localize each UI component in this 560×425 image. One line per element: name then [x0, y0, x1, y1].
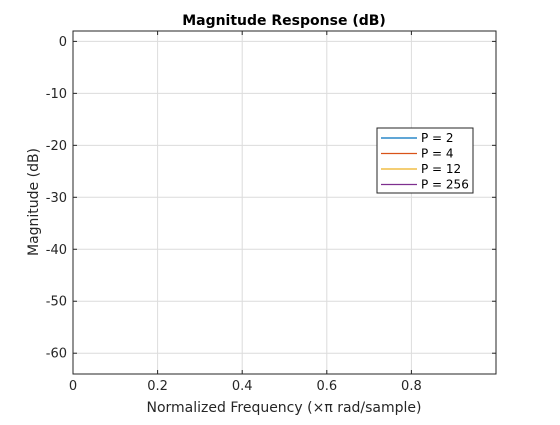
y-tick-label: -60 [46, 347, 67, 362]
y-tick-label: -30 [46, 191, 67, 206]
y-tick-label: -40 [46, 243, 67, 258]
legend-entry-label: P = 2 [421, 131, 454, 145]
x-tick-label: 0.2 [147, 379, 168, 394]
x-tick-label: 0.6 [316, 379, 337, 394]
legend-entry-label: P = 256 [421, 178, 469, 192]
legend[interactable]: P = 2 P = 4P = 12 P = 256 [376, 127, 474, 194]
legend-entry-label: P = 4 [421, 147, 454, 161]
legend-box [376, 127, 474, 194]
y-tick-label: -10 [46, 87, 67, 102]
x-tick-label: 0.8 [401, 379, 422, 394]
y-tick-label: 0 [59, 35, 67, 50]
y-axis-label: Magnitude (dB) [26, 148, 42, 256]
x-axis-label: Normalized Frequency (×π rad/sample) [147, 400, 422, 416]
axes-box [72, 30, 497, 375]
x-axis-label-units: (×π rad/sample) [307, 400, 421, 416]
grid [72, 31, 496, 374]
y-tick-label: -20 [46, 139, 67, 154]
y-tick-label: -50 [46, 295, 67, 310]
x-tick-label: 0.4 [232, 379, 253, 394]
legend-entry-label: P = 12 [421, 162, 461, 176]
x-axis-label-main: Normalized Frequency [147, 400, 303, 416]
chart-title: Magnitude Response (dB) [182, 13, 386, 29]
x-tick-label: 0 [69, 379, 77, 394]
ticks: 0 0.2 0.4 0.6 0.8 0 -10 -20 -30 -40 -50 -60 [46, 31, 496, 394]
